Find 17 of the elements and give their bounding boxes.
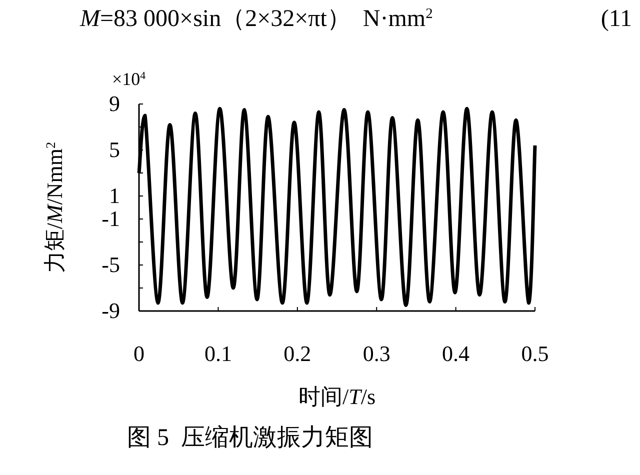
- x-tick-label: 0.4: [442, 341, 470, 366]
- x-axis-title: 时间/T/s: [298, 384, 376, 409]
- x-tick-label: 0.1: [204, 341, 232, 366]
- y-tick-label: 9: [109, 91, 120, 116]
- x-tick-label: 0.3: [362, 341, 390, 366]
- text: 图 5 压缩机激振力矩图: [127, 424, 373, 451]
- x-tick-label: 0.2: [284, 341, 312, 366]
- text: (11: [600, 6, 632, 32]
- y-tick-label: -5: [102, 252, 120, 277]
- text: ×10$^{4}$: [112, 69, 146, 89]
- x-tick-label: 0.5: [521, 341, 549, 366]
- y-tick-label: -9: [102, 298, 120, 323]
- x-tick-label: 0: [134, 341, 144, 366]
- y-tick-label: -1: [102, 206, 120, 231]
- text: M=83 000×sin（2×32×πt） N·mm$^{2}$: [79, 6, 433, 32]
- y-tick-label: 5: [109, 137, 120, 162]
- y-tick-label: 1: [109, 183, 120, 208]
